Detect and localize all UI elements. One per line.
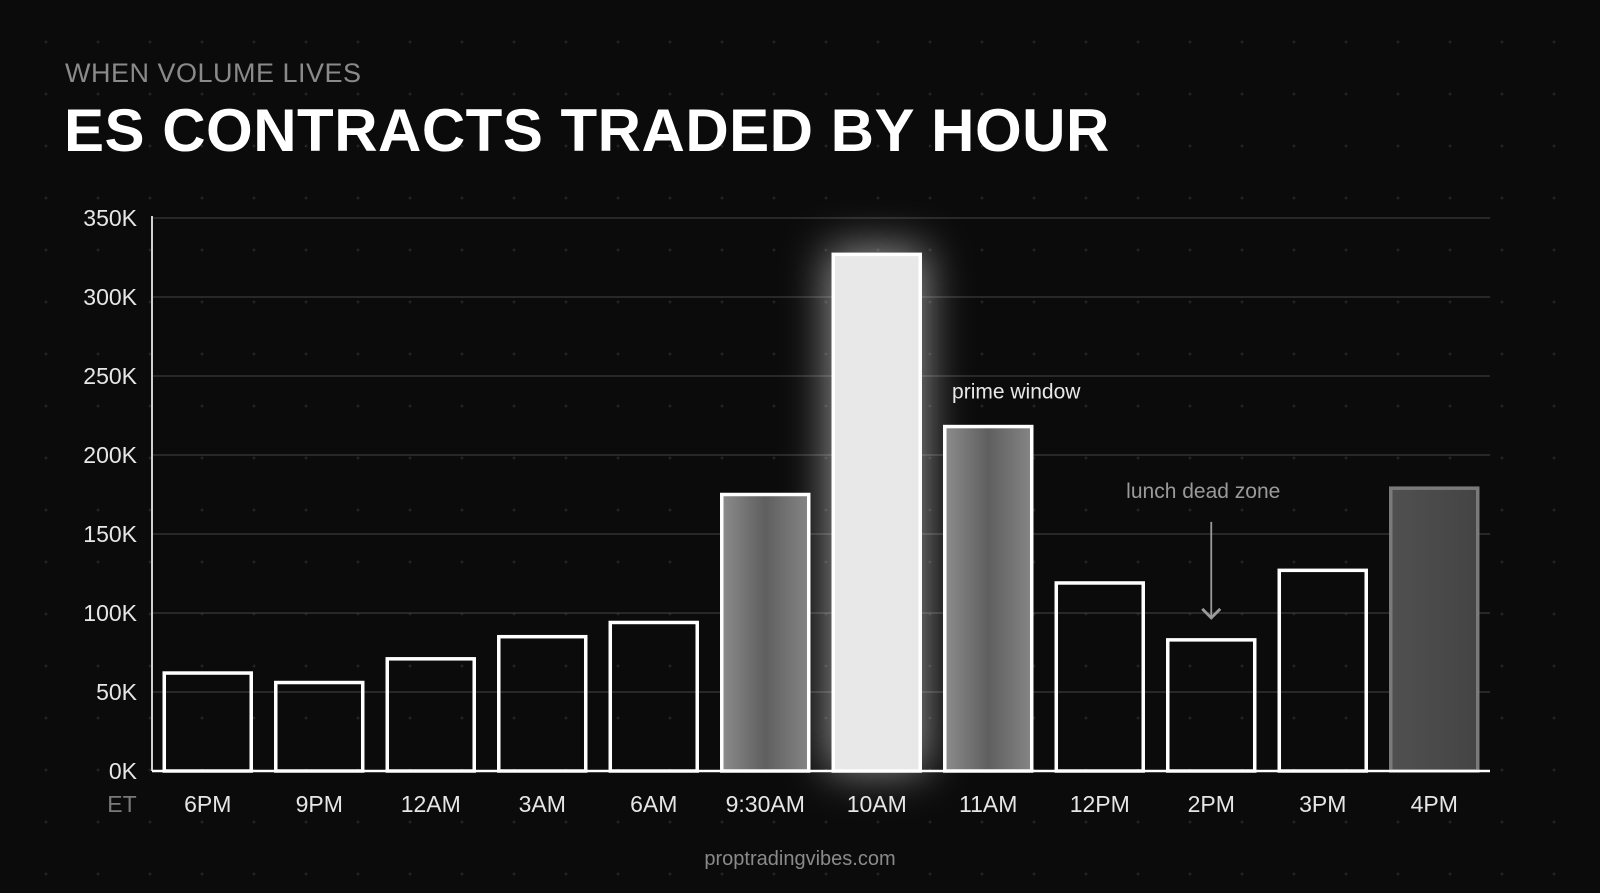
y-tick-label: 200K [83,442,137,468]
gridlines [152,217,1490,693]
bar-3am [497,634,588,773]
bar-9pm [274,680,365,773]
bar-6am [608,620,699,773]
annotation-prime-window: prime window [952,381,1081,404]
source-footer: proptradingvibes.com [704,848,896,870]
x-axis-unit-label: ET [107,791,136,817]
x-tick-label: 4PM [1411,791,1458,817]
chart-kicker: WHEN VOLUME LIVES [65,58,362,88]
y-tick-label: 350K [83,205,137,231]
x-tick-label: 9:30AM [726,791,805,817]
y-tick-label: 150K [83,521,137,547]
annotation-lunch-dead-zone: lunch dead zone [1126,480,1280,503]
x-tick-label: 2PM [1188,791,1235,817]
y-tick-label: 250K [83,363,137,389]
x-tick-label: 9PM [296,791,343,817]
bar-6pm [162,671,253,773]
x-tick-label: 10AM [847,791,907,817]
x-tick-label: 6AM [630,791,677,817]
bar-12am [385,657,476,773]
bar-4pm [1389,486,1480,773]
bar-12pm [1054,581,1145,773]
y-tick-label: 100K [83,600,137,626]
axes [151,216,1490,773]
x-tick-label: 12AM [401,791,461,817]
bar-3pm [1277,568,1368,773]
x-tick-label: 3AM [519,791,566,817]
y-tick-label: 50K [96,679,138,705]
chart-title: ES CONTRACTS TRADED BY HOUR [64,97,1110,164]
x-tick-label: 3PM [1299,791,1346,817]
bar-11am [943,424,1034,773]
y-tick-labels: 0K 50K 100K 150K 200K 250K 300K 350K [83,205,137,784]
bar-2pm [1166,638,1257,773]
bar-930am [720,492,811,773]
x-tick-label: 6PM [184,791,231,817]
x-tick-label: 11AM [959,791,1017,817]
x-tick-label: 12PM [1070,791,1130,817]
annotations: prime window lunch dead zone [952,381,1280,620]
bar-10am [831,252,922,773]
y-tick-label: 0K [109,758,138,784]
y-tick-label: 300K [83,284,137,310]
x-tick-labels: ET 6PM 9PM 12AM 3AM 6AM 9:30AM 10AM 11AM 12PM 2PM 3… [107,791,1458,817]
bars [162,252,1480,773]
